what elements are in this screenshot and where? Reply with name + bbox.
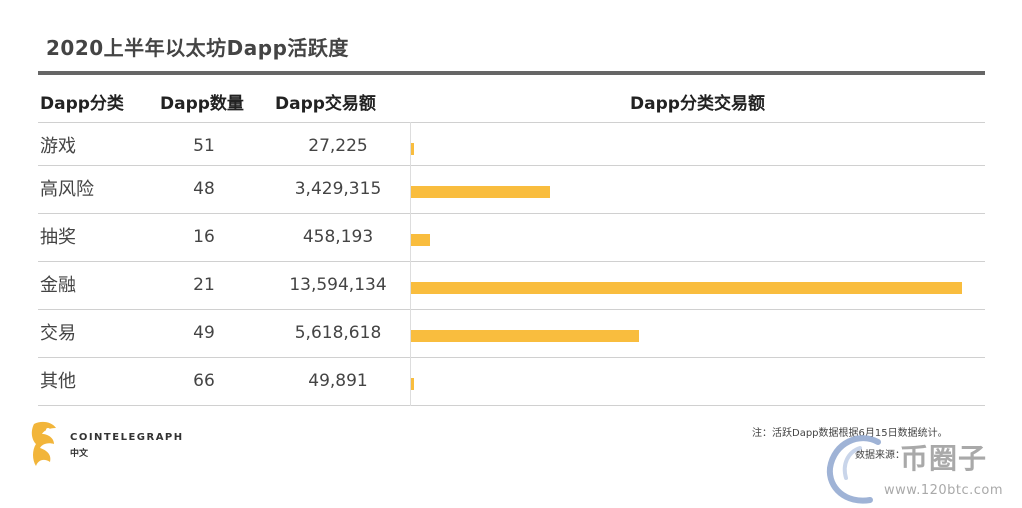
watermark-text: 币圈子 — [900, 442, 988, 475]
table-row: 高风险 48 3,429,315 — [38, 165, 985, 213]
count-cell: 49 — [193, 323, 215, 343]
header-bar-chart: Dapp分类交易额 — [630, 94, 765, 114]
category-cell: 交易 — [40, 323, 76, 344]
table-row: 游戏 51 27,225 — [38, 122, 985, 170]
bar — [411, 330, 639, 342]
table-row: 其他 66 49,891 — [38, 357, 985, 406]
bar-axis-line — [410, 122, 411, 406]
header-volume: Dapp交易额 — [275, 94, 376, 114]
count-cell: 51 — [193, 136, 215, 156]
count-cell: 66 — [193, 371, 215, 391]
watermark-logo-icon — [826, 435, 881, 504]
category-cell: 其他 — [40, 371, 76, 392]
table-row: 抽奖 16 458,193 — [38, 213, 985, 261]
category-cell: 金融 — [40, 275, 76, 296]
volume-cell: 5,618,618 — [294, 323, 382, 343]
bar — [411, 143, 414, 155]
table-row: 金融 21 13,594,134 — [38, 261, 985, 309]
bar — [411, 378, 414, 390]
volume-cell: 13,594,134 — [289, 275, 387, 295]
chart-title: 2020上半年以太坊Dapp活跃度 — [46, 36, 349, 60]
header-count: Dapp数量 — [160, 94, 244, 114]
bar — [411, 186, 550, 198]
data-source: 数据来源： — [855, 450, 905, 461]
bar — [411, 234, 430, 246]
count-cell: 48 — [193, 179, 215, 199]
category-cell: 游戏 — [40, 136, 76, 157]
footnote: 注：活跃Dapp数据根据6月15日数据统计。 — [752, 428, 948, 439]
volume-cell: 3,429,315 — [294, 179, 382, 199]
brand-subtitle: 中文 — [70, 449, 89, 459]
title-divider — [38, 71, 985, 75]
count-cell: 21 — [193, 275, 215, 295]
volume-cell: 49,891 — [308, 371, 368, 391]
count-cell: 16 — [193, 227, 215, 247]
header-category: Dapp分类 — [40, 94, 124, 114]
volume-cell: 458,193 — [302, 227, 374, 247]
volume-cell: 27,225 — [308, 136, 368, 156]
category-cell: 抽奖 — [40, 227, 76, 248]
brand-name: COINTELEGRAPH — [70, 432, 184, 443]
bar — [411, 282, 962, 294]
category-cell: 高风险 — [40, 179, 94, 200]
cointelegraph-logo-icon — [31, 421, 56, 466]
watermark-url: www.120btc.com — [884, 483, 1004, 498]
table-row: 交易 49 5,618,618 — [38, 309, 985, 357]
